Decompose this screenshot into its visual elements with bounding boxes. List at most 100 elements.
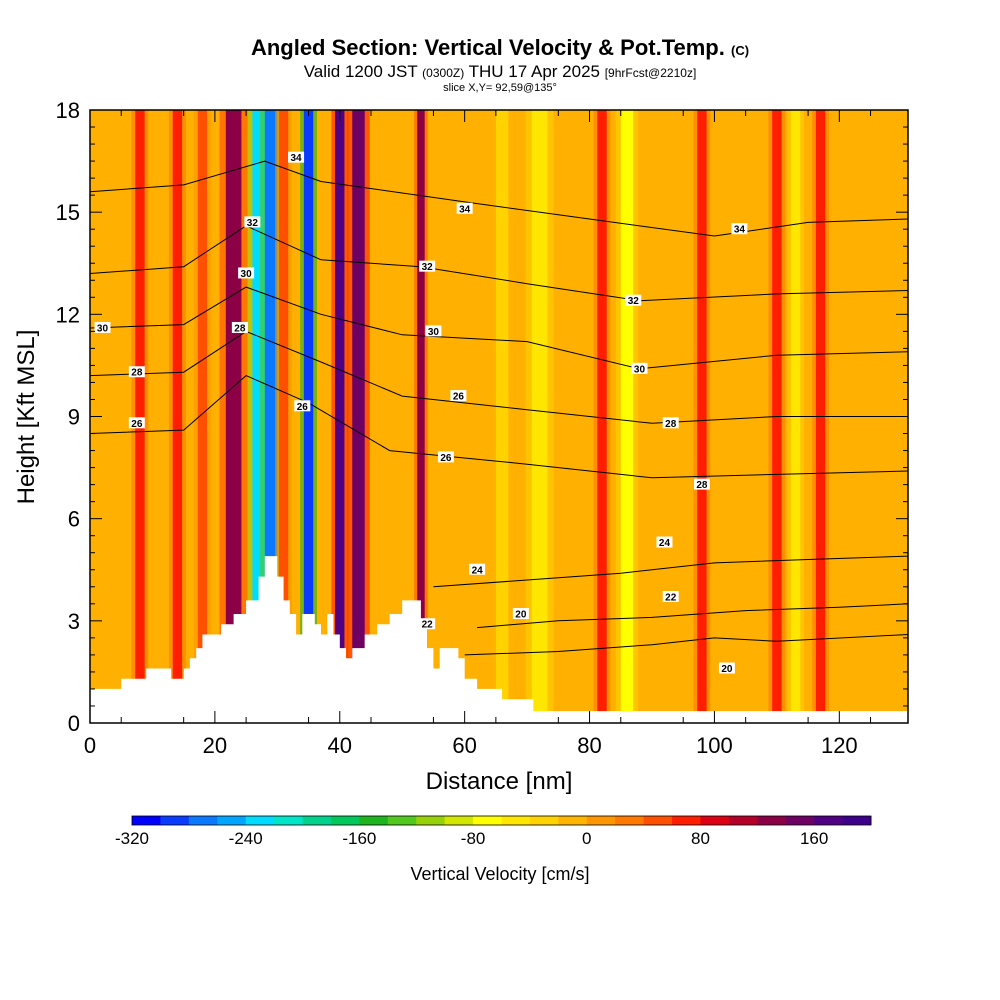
contour-label-bg — [244, 216, 261, 228]
colorbar-tick-label: -320 — [115, 829, 149, 848]
contour-label: 34 — [290, 153, 302, 164]
velocity-band — [620, 110, 634, 723]
colorbar-swatch — [359, 816, 389, 825]
chart-title-tag: (C) — [731, 43, 750, 58]
colorbar-swatch — [529, 816, 559, 825]
velocity-band — [172, 110, 183, 723]
contour-label-bg — [450, 390, 467, 402]
colorbar-tick-label: -240 — [229, 829, 263, 848]
y-tick-label: 6 — [68, 507, 80, 532]
theta-contour-34 — [90, 160, 908, 237]
velocity-band — [697, 110, 707, 723]
contour-label: 30 — [428, 327, 440, 338]
x-tick-label: 60 — [452, 733, 476, 758]
colorbar-swatch — [615, 816, 645, 825]
colorbar-swatch — [728, 816, 758, 825]
valid-utc: (0300Z) — [422, 66, 465, 80]
colorbar-tick-label: -160 — [342, 829, 376, 848]
contour-label-bg — [718, 662, 735, 674]
y-tick-label: 9 — [68, 405, 80, 430]
colorbar-swatch — [473, 816, 502, 825]
contour-label-bg — [231, 321, 248, 333]
contour-label: 24 — [659, 538, 671, 549]
contour-label: 30 — [97, 323, 109, 334]
contour-label: 34 — [734, 225, 746, 236]
velocity-band — [495, 110, 509, 723]
contour-label: 26 — [297, 402, 309, 413]
forecast-tag: [9hrFcst@2210z] — [604, 66, 697, 80]
contour-label-bg — [128, 366, 145, 378]
x-tick-label: 0 — [84, 733, 96, 758]
contour-label-bg — [238, 267, 255, 279]
axis-ticks: 0 20 40 60 80 100 120 0 3 6 9 12 15 18 — [56, 98, 908, 758]
x-tick-label: 120 — [821, 733, 858, 758]
contour-label-bg — [288, 151, 305, 163]
contour-label: 28 — [696, 480, 708, 491]
y-axis-title: Height [Kft MSL] — [13, 330, 40, 505]
velocity-band — [225, 110, 242, 723]
colorbar-swatch — [842, 816, 872, 825]
contour-label: 32 — [422, 262, 434, 273]
x-tick-label: 100 — [696, 733, 733, 758]
velocity-band — [335, 110, 345, 723]
y-tick-label: 18 — [56, 98, 80, 123]
y-tick-label: 15 — [56, 200, 80, 225]
contour-label: 20 — [515, 610, 527, 621]
contour-label: 28 — [131, 368, 143, 379]
velocity-band — [303, 110, 314, 723]
contour-label-bg — [128, 417, 145, 429]
contour-label-bg — [294, 400, 311, 412]
x-tick-label: 20 — [203, 733, 227, 758]
colorbar-swatch — [160, 816, 190, 825]
colorbar-title: Vertical Velocity [cm/s] — [410, 864, 589, 884]
colorbar-tick-label: 80 — [691, 829, 710, 848]
contour-label-bg — [437, 451, 454, 463]
colorbar-swatch — [416, 816, 446, 825]
theta-contour-24 — [433, 555, 908, 588]
contour-label-bg — [425, 325, 442, 337]
contour-label: 24 — [472, 565, 484, 576]
contour-label-bg — [419, 260, 436, 272]
contour-label-bg — [631, 362, 648, 374]
contour-label-bg — [662, 417, 679, 429]
colorbar-swatch — [188, 816, 218, 825]
contour-label-bg — [731, 223, 748, 235]
contour-label: 28 — [234, 323, 246, 334]
colorbar: -320 -240 -160 -80 0 80 160 — [115, 815, 872, 848]
contour-label: 26 — [131, 419, 143, 430]
velocity-band — [531, 110, 548, 723]
contour-label: 30 — [241, 269, 253, 280]
colorbar-swatch — [217, 816, 247, 825]
colorbar-frame — [131, 815, 872, 826]
theta-contour-26 — [90, 375, 908, 479]
colorbar-swatch — [302, 816, 332, 825]
theta-contour-28 — [90, 330, 908, 424]
contour-label-bg — [625, 294, 642, 306]
velocity-band — [278, 110, 289, 723]
colorbar-swatch — [444, 816, 474, 825]
colorbar-tick-label: 160 — [800, 829, 828, 848]
contour-label: 34 — [459, 204, 471, 215]
chart-subtitle: Valid 1200 JST (0300Z) THU 17 Apr 2025 [… — [0, 63, 1000, 82]
colorbar-swatch — [643, 816, 673, 825]
valid-time: Valid 1200 JST — [303, 62, 418, 81]
colorbar-swatch — [132, 816, 161, 825]
contour-label-bg — [419, 618, 436, 630]
colorbar-swatch — [330, 816, 360, 825]
contour-label-bg — [456, 202, 473, 214]
contour-labels: 30 28 26 32 30 28 34 26 32 30 26 26 34 32 30 28 28 34 24 24… — [94, 151, 748, 675]
velocity-band — [417, 110, 425, 723]
contour-label: 32 — [247, 218, 259, 229]
theta-contour-30 — [90, 286, 908, 370]
contour-label: 22 — [422, 620, 434, 631]
theta-contour-20 — [464, 634, 908, 656]
x-axis-title: Distance [nm] — [426, 768, 573, 795]
velocity-band — [352, 110, 365, 723]
colorbar-swatch — [387, 816, 417, 825]
velocity-band — [597, 110, 607, 723]
contour-label-bg — [512, 608, 529, 620]
contour-label: 22 — [665, 592, 677, 603]
colorbar-swatch — [814, 816, 844, 825]
velocity-band — [197, 110, 208, 723]
